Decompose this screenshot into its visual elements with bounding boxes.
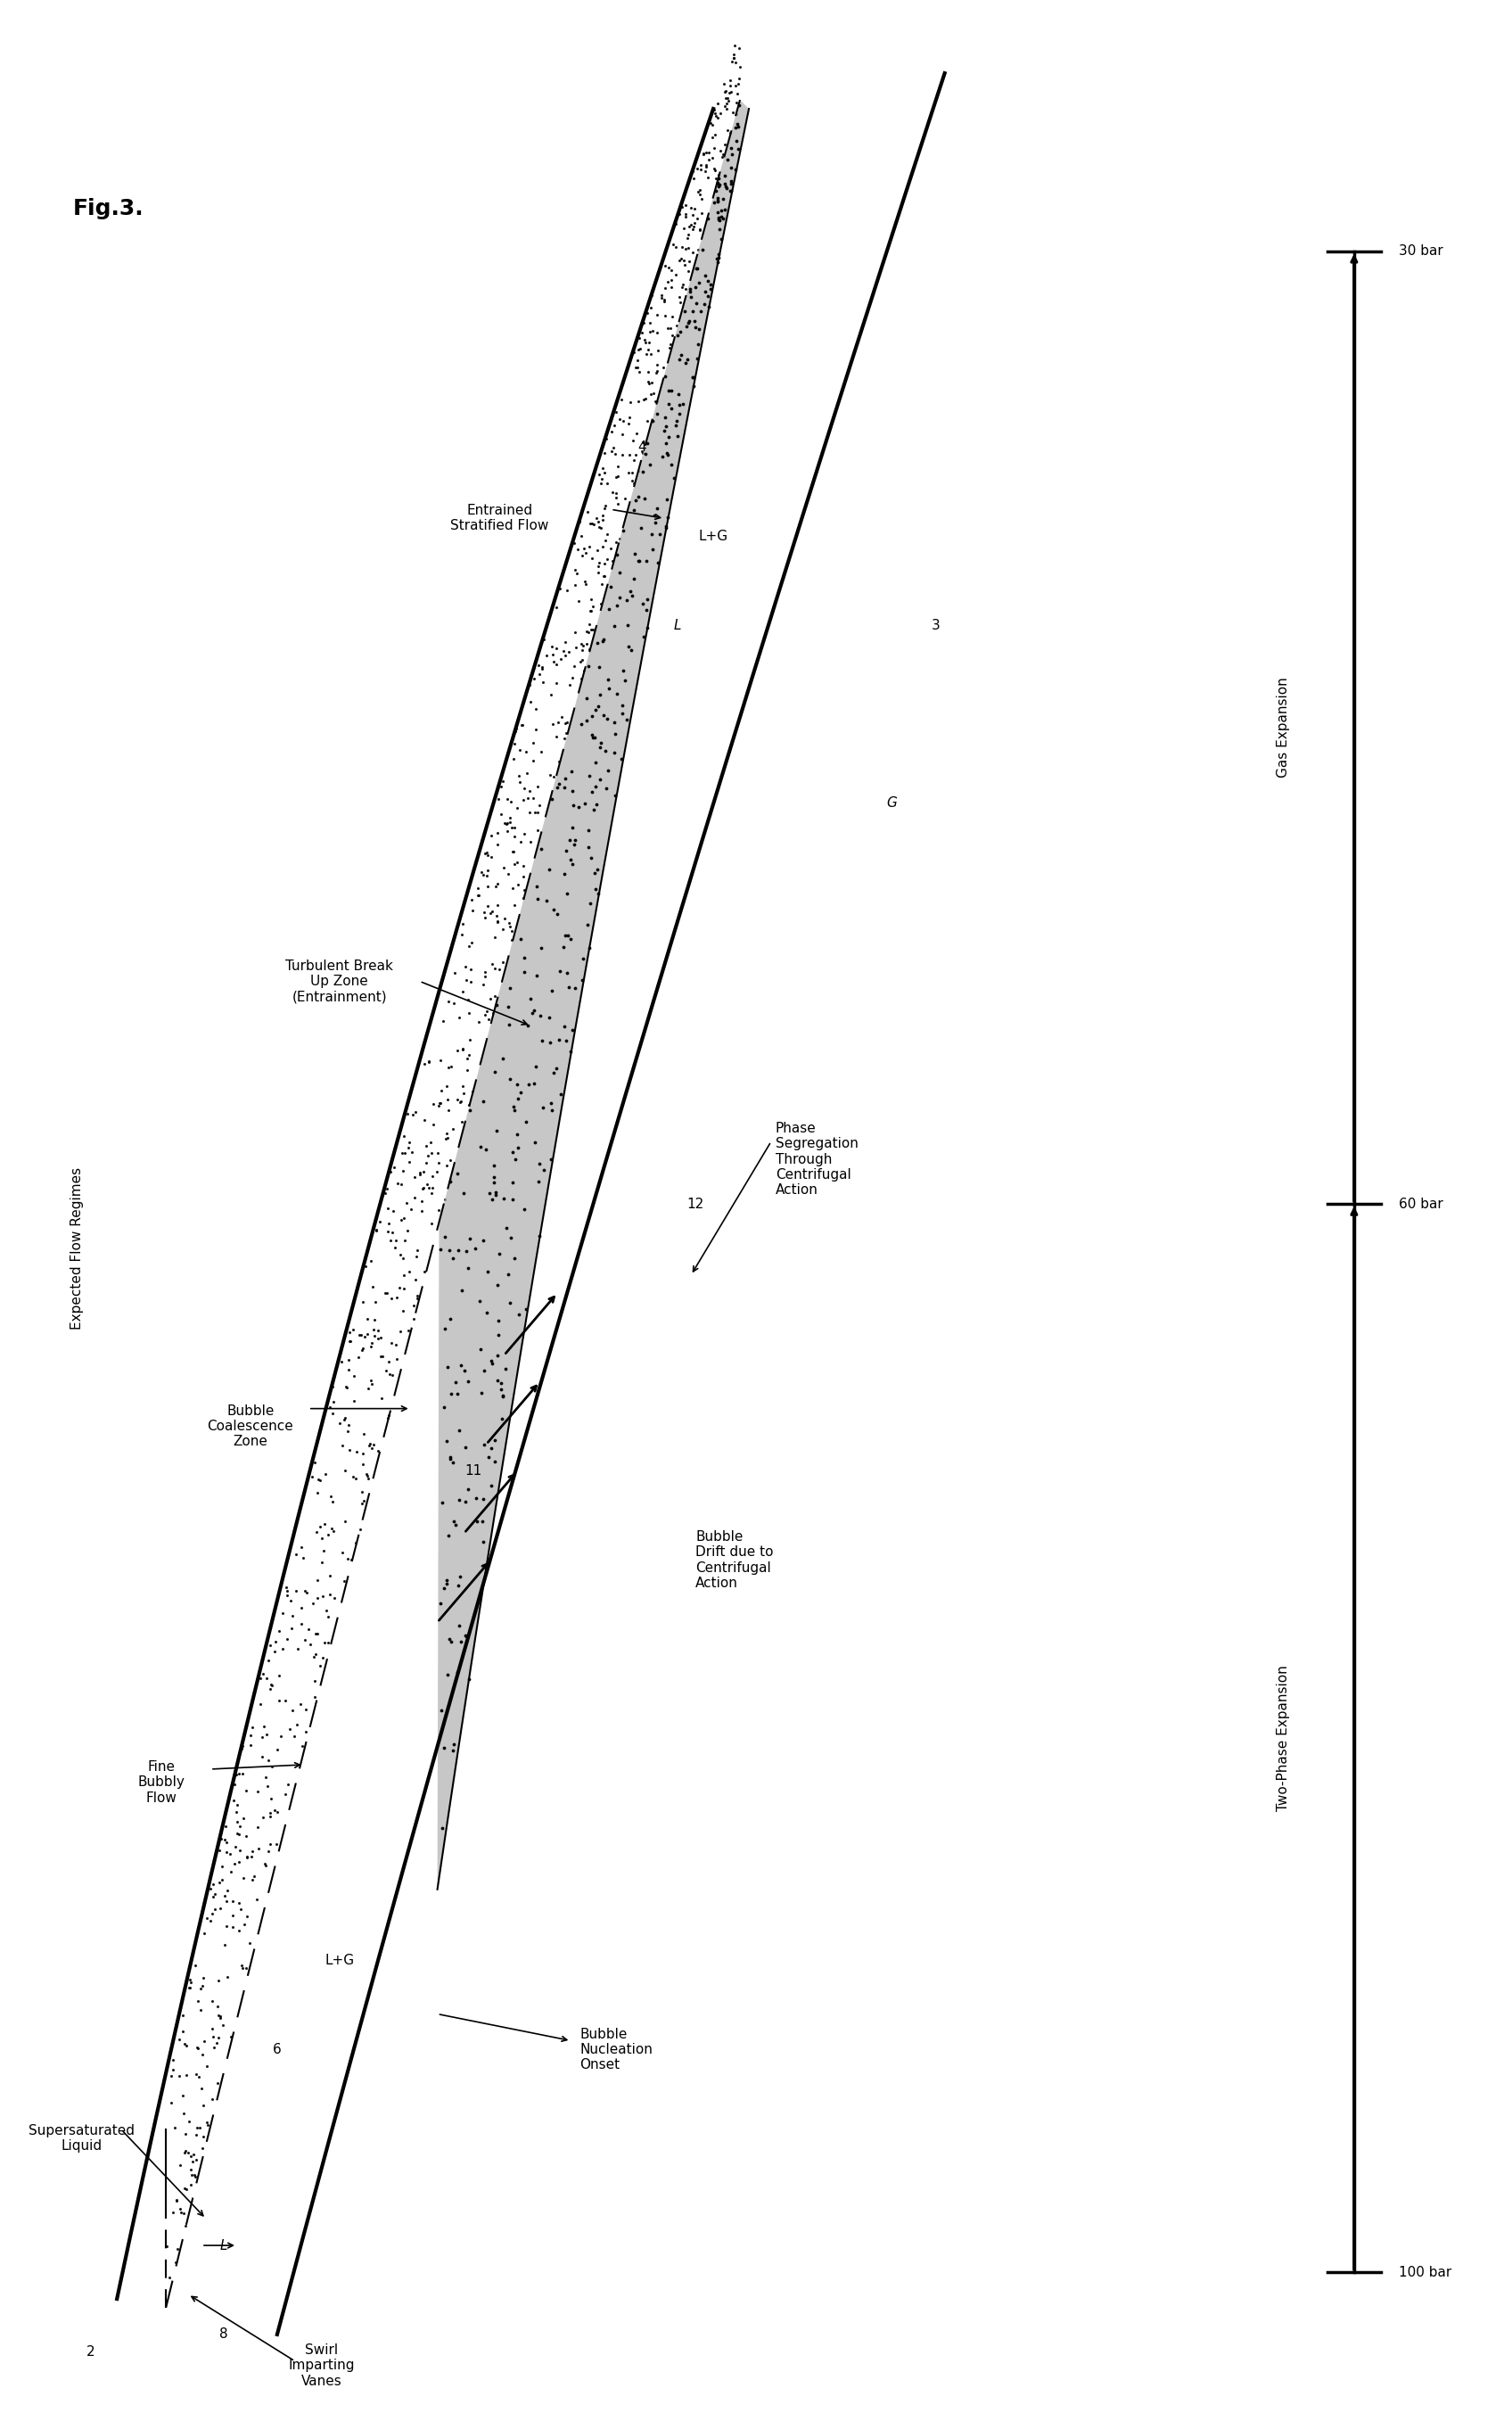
Text: G: G [886, 796, 897, 811]
Text: 11: 11 [464, 1465, 481, 1477]
Text: 30 bar: 30 bar [1399, 244, 1442, 258]
Text: Swirl
Imparting
Vanes: Swirl Imparting Vanes [289, 2343, 355, 2389]
Polygon shape [116, 99, 739, 2307]
Text: L+G: L+G [699, 528, 729, 543]
Text: Bubble
Drift due to
Centrifugal
Action: Bubble Drift due to Centrifugal Action [696, 1530, 774, 1590]
Text: Gas Expansion: Gas Expansion [1276, 678, 1290, 777]
Text: 8: 8 [219, 2329, 228, 2341]
Text: Entrained
Stratified Flow: Entrained Stratified Flow [451, 504, 549, 533]
Text: 4: 4 [638, 442, 646, 454]
Text: Bubble
Coalescence
Zone: Bubble Coalescence Zone [207, 1404, 293, 1448]
Text: 60 bar: 60 bar [1399, 1197, 1442, 1211]
Text: L: L [674, 618, 682, 632]
Text: Fine
Bubbly
Flow: Fine Bubbly Flow [138, 1761, 184, 1805]
Text: Bubble
Nucleation
Onset: Bubble Nucleation Onset [579, 2027, 653, 2073]
Text: Expected Flow Regimes: Expected Flow Regimes [70, 1168, 83, 1330]
Text: L+G: L+G [325, 1955, 354, 1967]
Text: Phase
Segregation
Through
Centrifugal
Action: Phase Segregation Through Centrifugal Ac… [776, 1122, 859, 1197]
Text: 12: 12 [686, 1197, 705, 1211]
Text: 100 bar: 100 bar [1399, 2266, 1452, 2278]
Text: 3: 3 [931, 618, 940, 632]
Polygon shape [437, 99, 748, 1889]
Text: 6: 6 [272, 2044, 281, 2056]
Text: 2: 2 [86, 2345, 95, 2360]
Text: Two-Phase Expansion: Two-Phase Expansion [1276, 1665, 1290, 1812]
Text: Turbulent Break
Up Zone
(Entrainment): Turbulent Break Up Zone (Entrainment) [286, 958, 393, 1004]
Text: Supersaturated
Liquid: Supersaturated Liquid [29, 2123, 135, 2152]
Text: Fig.3.: Fig.3. [73, 198, 144, 220]
Text: L: L [219, 2239, 227, 2251]
